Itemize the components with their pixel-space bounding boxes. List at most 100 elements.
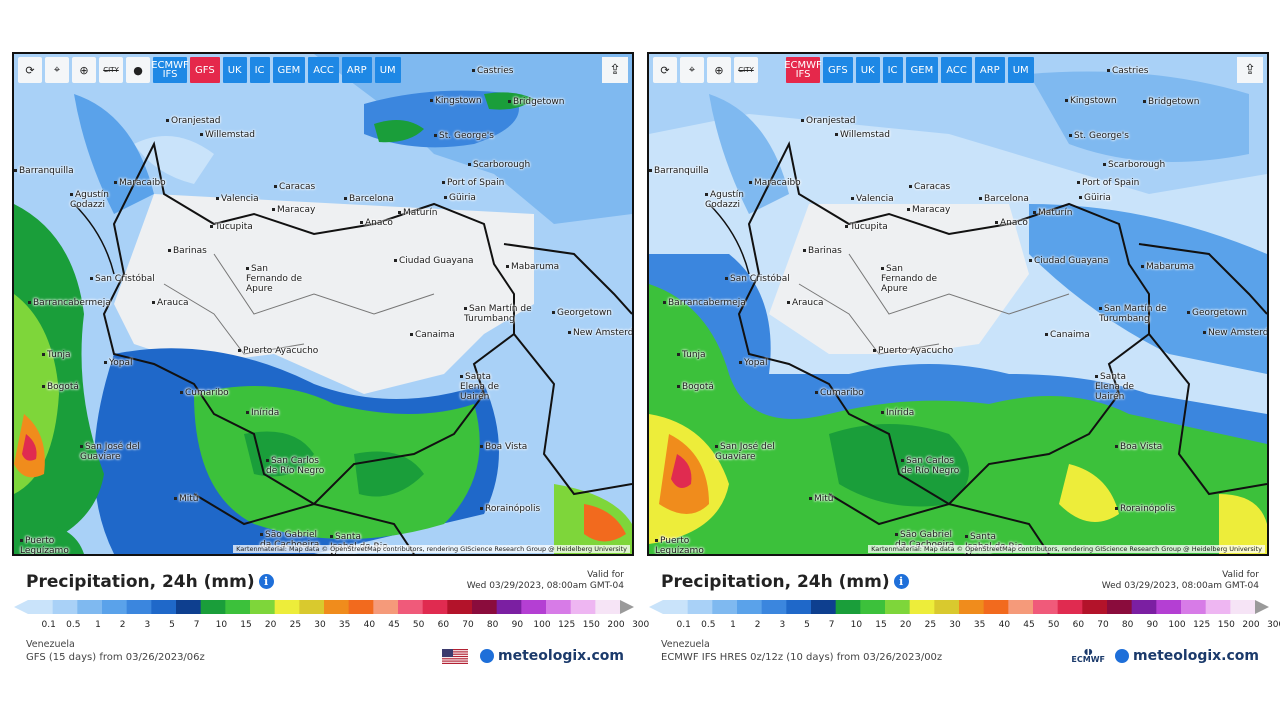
city-label: Maracay (907, 205, 950, 215)
scale-tick-label: 125 (1193, 620, 1211, 630)
scale-tick-label: 0.5 (701, 620, 716, 630)
scale-swatch (151, 600, 177, 614)
location-pin-icon[interactable]: ⌖ (680, 57, 704, 83)
scale-swatch (274, 600, 300, 614)
model-gfs-button[interactable]: GFS (190, 57, 220, 83)
brand-logo[interactable]: ◖◗ ECMWF meteologix.com (1071, 647, 1259, 665)
scale-tick-label: 80 (486, 620, 499, 630)
scale-tick-label: 50 (412, 620, 425, 630)
us-flag-icon (442, 648, 469, 664)
scale-swatch (225, 600, 251, 614)
scale-tick-label: 70 (462, 620, 474, 630)
scale-tick-label: 20 (264, 620, 277, 630)
scale-tick-label: 60 (437, 620, 450, 630)
model-uk-button[interactable]: UK (222, 57, 247, 83)
scale-tick-label: 300 (632, 620, 650, 630)
map-attribution[interactable]: Kartenmaterial: Map data © OpenStreetMap… (868, 545, 1265, 553)
scale-tick-label: 7 (193, 620, 200, 630)
city-label: Valencia (851, 194, 894, 204)
city-label: Barranquilla (14, 166, 74, 176)
city-label: Yopal (104, 358, 133, 368)
ecmwf-logo: ◖◗ ECMWF (1071, 647, 1106, 664)
location-pin-icon[interactable]: ⌖ (45, 57, 69, 83)
model-ecmwf-button[interactable]: ECMWF IFS (784, 57, 822, 83)
city-toggle-button[interactable]: CITY (99, 57, 123, 83)
share-icon[interactable]: ⇪ (602, 57, 628, 83)
model-gfs-button[interactable]: GFS (823, 57, 853, 83)
model-ecmwf-button[interactable]: ECMWF IFS (151, 57, 189, 83)
share-icon[interactable]: ⇪ (1237, 57, 1263, 83)
scale-tick-label: 200 (607, 620, 625, 630)
point-marker-icon[interactable]: ● (126, 57, 150, 83)
scale-arrow-right (620, 600, 634, 614)
title-text: Precipitation, 24h (mm) (26, 572, 255, 592)
city-label: Barinas (168, 246, 207, 256)
scale-swatch (77, 600, 103, 614)
precip-color-scale (14, 600, 634, 614)
model-um-button[interactable]: UM (1007, 57, 1034, 83)
scale-tick-label: 1 (95, 620, 101, 630)
scale-swatch (909, 600, 935, 614)
valid-time-value: Wed 03/29/2023, 08:00am GMT-04 (466, 581, 624, 591)
info-icon[interactable]: i (258, 574, 274, 589)
brand-logo[interactable]: meteologix.com (442, 648, 624, 664)
scale-tick-label: 150 (1217, 620, 1235, 630)
city-label: Maturín (398, 208, 437, 218)
scale-tick-label: 5 (804, 620, 810, 630)
gfs-precip-map[interactable]: ⟳ ⌖ ⊕ CITY ● ECMWF IFS GFS UK IC GEM ACC… (12, 52, 634, 556)
scale-tick-label: 100 (1168, 620, 1186, 630)
scale-tick-label: 90 (1146, 620, 1159, 630)
model-um-button[interactable]: UM (374, 57, 401, 83)
zoom-icon[interactable]: ⊕ (72, 57, 96, 83)
model-acc-button[interactable]: ACC (308, 57, 339, 83)
model-acc-button[interactable]: ACC (941, 57, 972, 83)
scale-swatch (737, 600, 763, 614)
model-ic-button[interactable]: IC (882, 57, 903, 83)
scale-swatch (786, 600, 812, 614)
meteologix-icon (480, 649, 495, 663)
scale-arrow-right (1255, 600, 1269, 614)
model-uk-button[interactable]: UK (855, 57, 880, 83)
scale-swatch (398, 600, 424, 614)
reload-icon[interactable]: ⟳ (18, 57, 42, 83)
map-attribution[interactable]: Kartenmaterial: Map data © OpenStreetMap… (233, 545, 630, 553)
scale-swatch (1057, 600, 1083, 614)
scale-tick-label: 35 (338, 620, 351, 630)
reload-icon[interactable]: ⟳ (653, 57, 677, 83)
scale-tick-label: 35 (973, 620, 986, 630)
city-toggle-button[interactable]: CITY (734, 57, 758, 83)
scale-tick-label: 0.5 (66, 620, 81, 630)
city-label: Kingstown (1065, 96, 1117, 106)
scale-swatch (521, 600, 547, 614)
ecmwf-precip-map[interactable]: ⟳ ⌖ ⊕ CITY ECMWF IFS GFS UK IC GEM ACC A… (647, 52, 1269, 556)
scale-swatch (1008, 600, 1034, 614)
zoom-icon[interactable]: ⊕ (707, 57, 731, 83)
model-arp-button[interactable]: ARP (974, 57, 1005, 83)
scale-swatch (712, 600, 738, 614)
brand-text: meteologix.com (498, 648, 624, 664)
scale-swatch (1205, 600, 1231, 614)
city-label: Canaima (410, 330, 455, 340)
scale-tick-label: 3 (779, 620, 786, 630)
scale-tick-label: 30 (949, 620, 961, 630)
city-label: Georgetown (1187, 308, 1247, 318)
meteologix-icon (1115, 649, 1130, 663)
city-label: Ciudad Guayana (394, 256, 474, 266)
model-ic-button[interactable]: IC (249, 57, 270, 83)
city-label: Barcelona (979, 194, 1029, 204)
map-toolbar: ⟳ ⌖ ⊕ CITY ECMWF IFS GFS UK IC GEM ACC A… (653, 57, 1034, 83)
scale-tick-label: 15 (875, 620, 887, 630)
scale-tick-label: 150 (582, 620, 600, 630)
model-gem-button[interactable]: GEM (905, 57, 939, 83)
info-icon[interactable]: i (893, 574, 909, 589)
model-gem-button[interactable]: GEM (272, 57, 306, 83)
city-label: Mitú (809, 494, 834, 504)
precip-color-scale (649, 600, 1269, 614)
city-label: San José del Guaviare (715, 442, 779, 462)
city-label: New Amsterdam (1203, 328, 1267, 338)
city-label: Santa Elena de Uairén (1095, 372, 1151, 402)
scale-swatch (1230, 600, 1256, 614)
scale-arrow-left (649, 600, 663, 614)
model-arp-button[interactable]: ARP (341, 57, 372, 83)
city-label: Anaco (360, 218, 393, 228)
